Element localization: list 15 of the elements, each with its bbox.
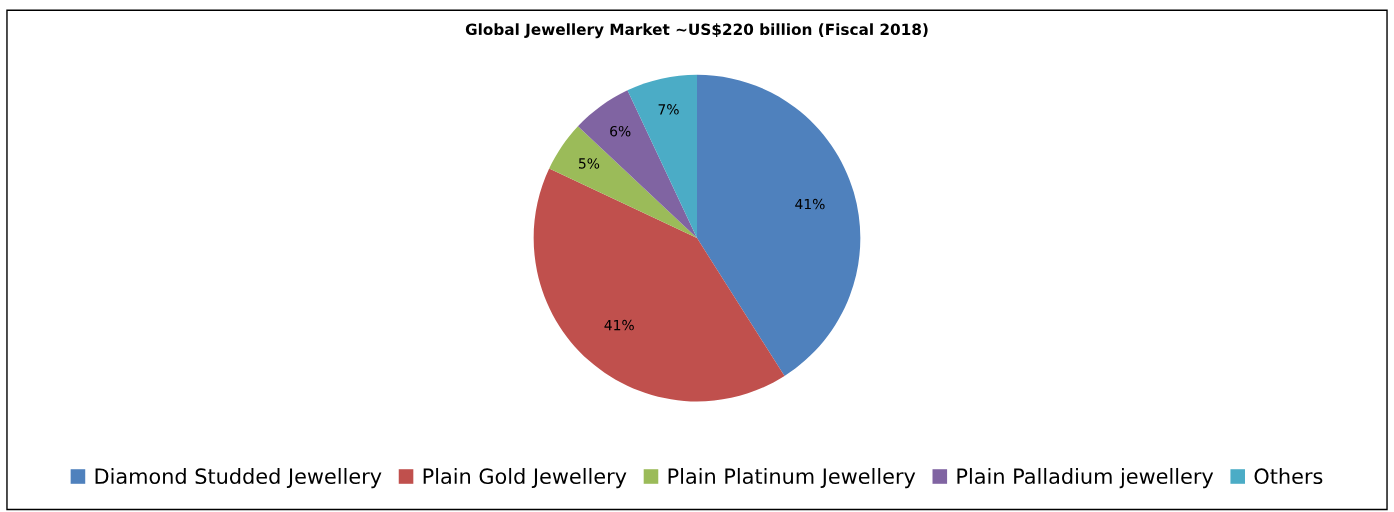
legend-label: Plain Platinum Jewellery [668, 467, 916, 489]
data-label: 7% [658, 104, 679, 115]
pie-slice [533, 168, 785, 402]
legend-label: Diamond Studded Jewellery [95, 467, 382, 489]
pie-slice [549, 126, 697, 239]
legend-label: Plain Gold Jewellery [423, 467, 627, 489]
chart-title: Global Jewellery Market ~US$220 billion (Fiscal 2018) [465, 23, 928, 39]
legend-label: Others [1254, 467, 1323, 485]
legend-label: Plain Palladium jewellery [957, 467, 1214, 489]
pie-slice [697, 74, 861, 376]
data-label: 5% [578, 158, 600, 169]
data-label: 6% [610, 125, 631, 137]
pie-slice [577, 90, 697, 239]
data-label: 41% [604, 319, 634, 331]
data-label: 41% [795, 198, 825, 210]
